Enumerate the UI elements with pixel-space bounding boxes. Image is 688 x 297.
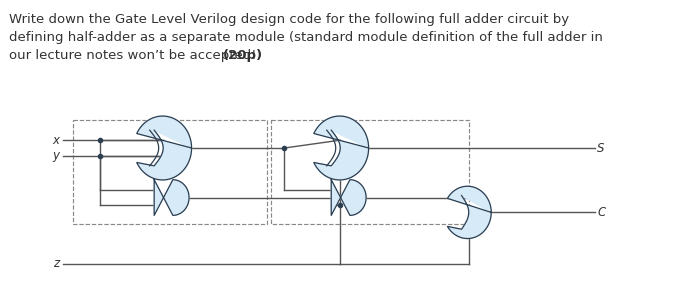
Polygon shape	[154, 180, 189, 215]
Polygon shape	[447, 186, 491, 238]
Text: our lecture notes won’t be accepted!): our lecture notes won’t be accepted!)	[8, 49, 261, 62]
Text: x: x	[52, 134, 59, 147]
Polygon shape	[137, 116, 191, 180]
Polygon shape	[331, 180, 366, 215]
Text: C: C	[597, 206, 605, 219]
Polygon shape	[314, 116, 369, 180]
Text: z: z	[53, 257, 59, 270]
Text: (20p): (20p)	[222, 49, 263, 62]
Text: S: S	[597, 141, 605, 154]
Text: y: y	[52, 149, 59, 162]
Text: defining half-adder as a separate module (standard module definition of the full: defining half-adder as a separate module…	[8, 31, 603, 44]
Text: Write down the Gate Level Verilog design code for the following full adder circu: Write down the Gate Level Verilog design…	[8, 13, 569, 26]
Bar	[74, 120, 266, 224]
Bar	[271, 120, 469, 224]
